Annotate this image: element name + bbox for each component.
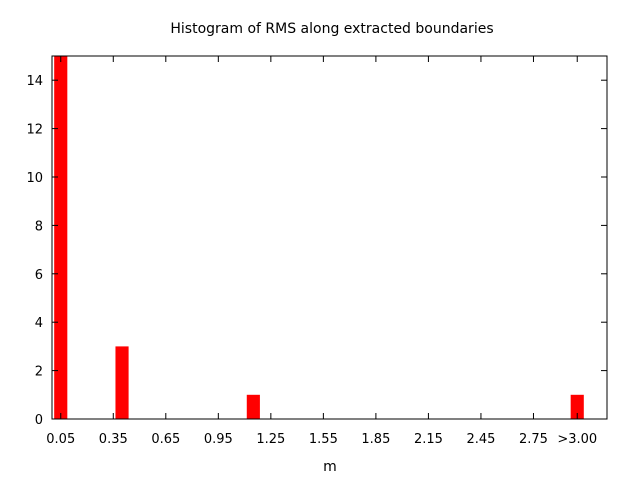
- y-tick-label: 10: [26, 171, 43, 186]
- histogram-bar: [570, 394, 584, 419]
- bars-layer: [54, 56, 584, 419]
- x-tick-label: 2.15: [414, 432, 443, 447]
- x-tick-label: 0.95: [204, 432, 233, 447]
- y-tick-label: 8: [35, 219, 43, 234]
- y-tick-label: 6: [35, 268, 43, 283]
- x-tick-label: 0.65: [151, 432, 180, 447]
- x-tick-label: 0.05: [46, 432, 75, 447]
- histogram-bar: [54, 56, 68, 419]
- x-tick-label: 0.35: [99, 432, 128, 447]
- plot-frame: [51, 55, 608, 420]
- x-tick-label: >3.00: [557, 432, 597, 447]
- histogram-bar: [246, 394, 260, 419]
- histogram-bar: [115, 346, 129, 419]
- x-tick-label: 1.85: [361, 432, 390, 447]
- y-tick-label: 4: [35, 316, 43, 331]
- x-tick-label: 2.75: [519, 432, 548, 447]
- y-tick-label: 12: [26, 123, 43, 138]
- x-axis-label: m: [323, 459, 337, 475]
- x-tick-label: 2.45: [466, 432, 495, 447]
- y-tick-label: 14: [26, 74, 43, 89]
- ticks-layer: 0.05 0.35 0.65 0.95 1.25 1.55 1.85 2.15 2.45 2.75…: [26, 56, 607, 447]
- y-tick-label: 2: [35, 365, 43, 380]
- y-tick-label: 0: [35, 413, 43, 428]
- chart-title: Histogram of RMS along extracted boundar…: [170, 21, 493, 37]
- x-tick-label: 1.25: [256, 432, 285, 447]
- x-tick-label: 1.55: [309, 432, 338, 447]
